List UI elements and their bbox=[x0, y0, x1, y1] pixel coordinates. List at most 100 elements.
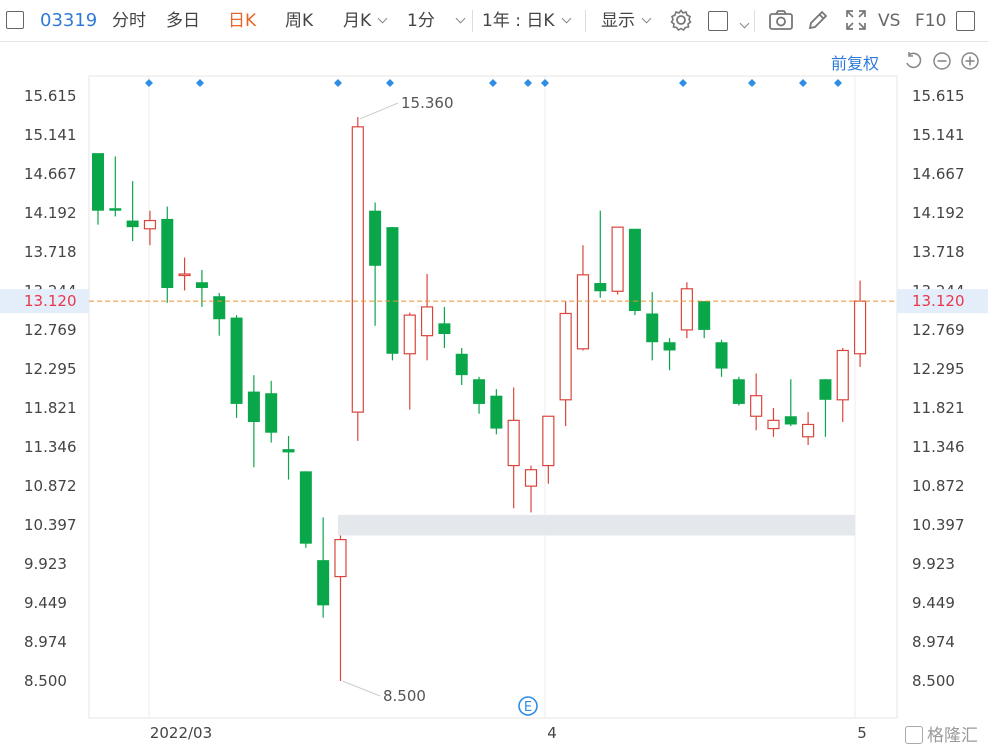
tab-weekly-k[interactable]: 周K bbox=[285, 11, 314, 31]
candle bbox=[178, 257, 191, 291]
candle-body-down bbox=[265, 393, 278, 433]
current-price-label-bg-right bbox=[897, 289, 988, 314]
f10-button[interactable]: F10 bbox=[915, 11, 947, 31]
overlay-icon[interactable] bbox=[708, 11, 728, 31]
watermark-text: 格隆汇 bbox=[927, 726, 978, 746]
tab-minute[interactable]: 1分 bbox=[407, 9, 466, 33]
divider bbox=[585, 10, 586, 32]
candle-body-down bbox=[195, 282, 208, 288]
candle bbox=[403, 312, 416, 410]
chevron-down-icon bbox=[641, 13, 652, 24]
candle bbox=[490, 389, 503, 435]
zoom-in-icon[interactable] bbox=[960, 51, 980, 71]
tab-intraday[interactable]: 分时 bbox=[112, 11, 146, 31]
event-diamond-icon bbox=[679, 79, 687, 87]
event-e-label: E bbox=[524, 700, 532, 715]
y-tick-label-right: 11.346 bbox=[912, 438, 965, 456]
y-tick-label-right: 9.923 bbox=[912, 555, 955, 573]
y-tick-label-left: 9.923 bbox=[24, 555, 67, 573]
vs-button[interactable]: VS bbox=[878, 11, 901, 31]
candle-body-down bbox=[473, 379, 486, 404]
candle-body-up bbox=[403, 314, 416, 355]
candle bbox=[455, 348, 468, 386]
y-tick-label-left: 9.449 bbox=[24, 594, 67, 612]
chevron-down-icon[interactable] bbox=[739, 18, 750, 29]
candle bbox=[680, 282, 693, 339]
candle bbox=[715, 339, 728, 377]
sidebar-toggle-icon[interactable] bbox=[6, 11, 24, 29]
y-tick-label-left: 8.974 bbox=[24, 633, 67, 651]
tab-daily-k[interactable]: 日K bbox=[228, 11, 257, 31]
candle-body-down bbox=[819, 379, 832, 400]
candlestick-chart[interactable]: 15.615 15.615 15.141 15.141 14.667 14.667 14.1… bbox=[0, 42, 988, 749]
candle-body-down bbox=[92, 153, 104, 211]
y-tick-label-right: 12.295 bbox=[912, 360, 965, 378]
display-select[interactable]: 显示 bbox=[601, 9, 652, 33]
y-tick-label-right: 8.974 bbox=[912, 633, 955, 651]
candle-body-up bbox=[420, 306, 434, 337]
event-diamond-icon bbox=[334, 79, 342, 87]
divider bbox=[472, 10, 473, 32]
candle-body-down bbox=[247, 391, 260, 423]
y-tick-label-left: 8.500 bbox=[24, 672, 67, 690]
candle bbox=[438, 306, 451, 349]
y-tick-label-left: 13.718 bbox=[24, 243, 77, 261]
camera-icon[interactable] bbox=[768, 8, 794, 32]
plot-frame bbox=[88, 75, 898, 719]
y-tick-label-right: 15.141 bbox=[912, 126, 965, 144]
candle bbox=[524, 465, 538, 513]
candle bbox=[299, 471, 312, 548]
candle bbox=[317, 517, 330, 618]
candle bbox=[802, 412, 815, 446]
candle-body-down bbox=[438, 323, 451, 335]
candle-body-up bbox=[143, 219, 157, 230]
low-annotation-leader bbox=[342, 680, 381, 697]
toolbar: 03319 分时 多日 日K 周K 月K 1分 1年 : 日K 显示 VS F1… bbox=[0, 0, 988, 42]
candle bbox=[646, 292, 659, 361]
candle-body-up bbox=[767, 419, 780, 430]
y-tick-label-left: 14.667 bbox=[24, 165, 77, 183]
candle-body-up bbox=[576, 274, 590, 350]
candles bbox=[92, 116, 867, 681]
settings-icon[interactable] bbox=[669, 8, 693, 32]
y-tick-label-right: 12.769 bbox=[912, 321, 965, 339]
tab-monthly-k[interactable]: 月K bbox=[343, 9, 388, 33]
display-select-label: 显示 bbox=[601, 11, 635, 31]
high-annotation-leader bbox=[359, 102, 399, 120]
y-tick-label-left: 14.192 bbox=[24, 204, 77, 222]
draw-pen-icon[interactable] bbox=[806, 8, 830, 32]
y-tick-label-right: 10.397 bbox=[912, 516, 965, 534]
adjustment-mode[interactable]: 前复权 bbox=[831, 54, 880, 73]
candle bbox=[750, 373, 763, 431]
candle bbox=[611, 226, 624, 295]
candle bbox=[836, 348, 849, 423]
candle bbox=[420, 274, 434, 361]
candle-body-down bbox=[317, 560, 330, 606]
date-axis: 2022/03 4 5 bbox=[150, 724, 867, 742]
candle-body-up bbox=[853, 300, 867, 355]
range-select[interactable]: 1年 : 日K bbox=[482, 9, 571, 33]
candle bbox=[334, 535, 347, 681]
tab-multiday[interactable]: 多日 bbox=[166, 11, 200, 31]
candle bbox=[853, 280, 867, 367]
y-tick-label-right: 9.449 bbox=[912, 594, 955, 612]
candle-body-down bbox=[646, 313, 659, 343]
y-tick-label-left: 10.397 bbox=[24, 516, 77, 534]
x-tick-label: 5 bbox=[857, 724, 867, 742]
candle-body-down bbox=[594, 283, 607, 292]
candle bbox=[628, 228, 641, 316]
x-tick-label: 4 bbox=[547, 724, 557, 742]
zoom-out-icon[interactable] bbox=[932, 51, 952, 71]
y-tick-label-left: 11.346 bbox=[24, 438, 77, 456]
fullscreen-icon[interactable] bbox=[844, 8, 868, 32]
candle bbox=[542, 415, 555, 484]
undo-icon[interactable] bbox=[903, 51, 923, 71]
candle bbox=[213, 292, 226, 336]
candle bbox=[265, 380, 278, 443]
current-price-label-left: 13.120 bbox=[24, 292, 77, 310]
low-annotation-label: 8.500 bbox=[383, 687, 426, 705]
current-price-label-bg-left bbox=[0, 289, 89, 314]
candle-body-up bbox=[334, 538, 347, 578]
panel-icon[interactable] bbox=[956, 11, 975, 31]
stock-code[interactable]: 03319 bbox=[40, 10, 98, 31]
